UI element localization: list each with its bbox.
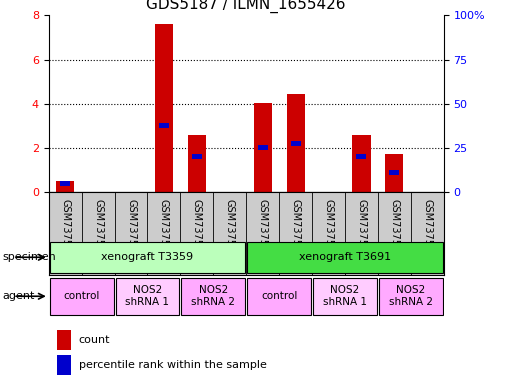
- Bar: [155, 24, 173, 192]
- Text: GSM737533: GSM737533: [357, 199, 366, 258]
- Text: control: control: [261, 291, 298, 301]
- Text: GSM737534: GSM737534: [225, 199, 235, 258]
- Text: NOS2
shRNA 2: NOS2 shRNA 2: [389, 285, 433, 307]
- Bar: [56, 181, 74, 192]
- Text: GSM737531: GSM737531: [291, 199, 301, 258]
- Title: GDS5187 / ILMN_1655426: GDS5187 / ILMN_1655426: [147, 0, 346, 13]
- Text: NOS2
shRNA 1: NOS2 shRNA 1: [126, 285, 169, 307]
- Bar: [253, 103, 272, 192]
- Text: agent: agent: [3, 291, 35, 301]
- Text: xenograft T3359: xenograft T3359: [102, 252, 193, 262]
- Bar: [115, 278, 180, 315]
- Bar: [389, 170, 399, 175]
- Bar: [50, 242, 245, 273]
- Text: GSM737530: GSM737530: [93, 199, 103, 258]
- Text: xenograft T3691: xenograft T3691: [299, 252, 391, 262]
- Text: GSM737525: GSM737525: [258, 199, 268, 258]
- Text: control: control: [64, 291, 100, 301]
- Bar: [60, 181, 70, 185]
- Text: percentile rank within the sample: percentile rank within the sample: [79, 360, 267, 370]
- Bar: [352, 135, 370, 192]
- Bar: [50, 278, 113, 315]
- Bar: [188, 135, 206, 192]
- Text: count: count: [79, 335, 110, 345]
- Bar: [192, 154, 202, 159]
- Text: GSM737527: GSM737527: [324, 199, 333, 258]
- Bar: [291, 141, 301, 146]
- Bar: [287, 94, 305, 192]
- Bar: [56, 330, 71, 349]
- Bar: [182, 278, 245, 315]
- Bar: [247, 278, 311, 315]
- Bar: [357, 154, 366, 159]
- Text: specimen: specimen: [3, 252, 56, 262]
- Bar: [379, 278, 443, 315]
- Text: GSM737526: GSM737526: [126, 199, 136, 258]
- Text: NOS2
shRNA 2: NOS2 shRNA 2: [191, 285, 235, 307]
- Text: GSM737528: GSM737528: [192, 199, 202, 258]
- Text: GSM737524: GSM737524: [60, 199, 70, 258]
- Bar: [313, 278, 377, 315]
- Text: GSM737529: GSM737529: [389, 199, 399, 258]
- Text: GSM737535: GSM737535: [422, 199, 432, 258]
- Text: GSM737532: GSM737532: [159, 199, 169, 258]
- Bar: [247, 242, 443, 273]
- Bar: [56, 355, 71, 375]
- Text: NOS2
shRNA 1: NOS2 shRNA 1: [323, 285, 367, 307]
- Bar: [159, 123, 169, 128]
- Bar: [258, 146, 268, 150]
- Bar: [385, 154, 403, 192]
